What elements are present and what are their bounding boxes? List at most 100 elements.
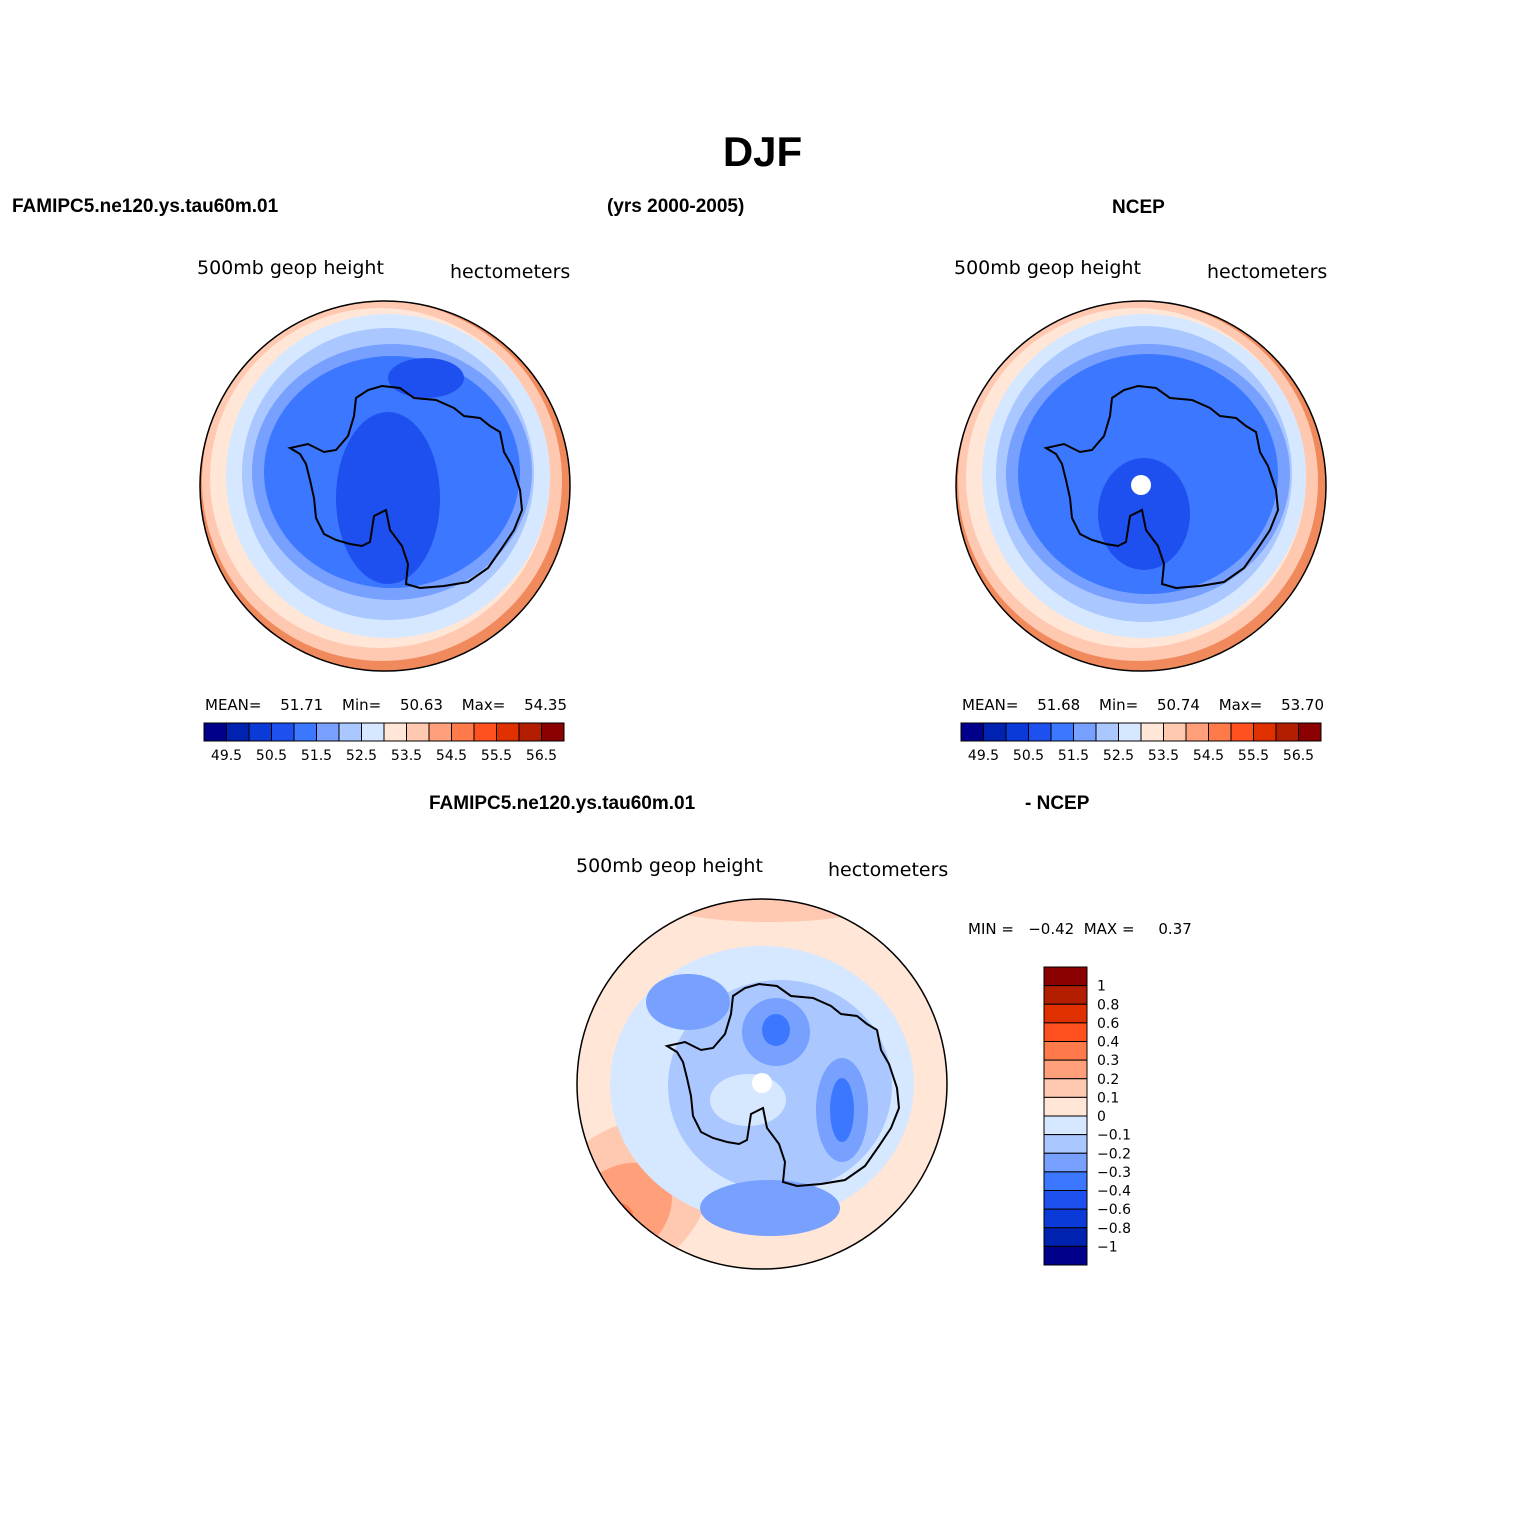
panel1-units-label: hectometers xyxy=(450,261,571,283)
panel1-min-label: Min= xyxy=(342,696,382,714)
panel2-colorbar-swatch xyxy=(960,722,984,742)
panel1-colorbar-tick-label: 51.5 xyxy=(301,748,332,764)
panel1-field-label: 500mb geop height xyxy=(197,257,384,279)
panel3-colorbar: 1 0.8 0.6 0.4 0.3 0.2 0.1 0 −0.1 −0.2 −0.3 −0.4 −0.6… xyxy=(1043,966,1131,1266)
panel1-colorbar-tick-label: 54.5 xyxy=(436,748,467,764)
panel2-colorbar-swatch xyxy=(1208,722,1232,742)
panel3-field-label: 500mb geop height xyxy=(576,855,763,877)
panel3-colorbar-swatch xyxy=(1043,1022,1088,1042)
diff-obs-name: - NCEP xyxy=(1025,793,1090,814)
panel2-colorbar-swatch xyxy=(1073,722,1097,742)
panel2-min-label: Min= xyxy=(1099,696,1139,714)
panel3-colorbar-tick-label: 0.3 xyxy=(1097,1053,1119,1069)
panel2-mean-label: MEAN= xyxy=(962,696,1019,714)
panel1-colorbar-tick-label: 49.5 xyxy=(211,748,242,764)
panel1-colorbar-swatch xyxy=(338,722,362,742)
panel2-colorbar-swatch xyxy=(1050,722,1074,742)
panel1-colorbar-swatch xyxy=(406,722,430,742)
panel2-colorbar-tick-label: 49.5 xyxy=(968,748,999,764)
panel2-field-label: 500mb geop height xyxy=(954,257,1141,279)
model-case-name: FAMIPC5.ne120.ys.tau60m.01 xyxy=(12,196,279,217)
panel2-max-value: 53.70 xyxy=(1281,696,1325,714)
panel3-colorbar-swatch xyxy=(1043,1152,1088,1173)
panel3-colorbar-tick-label: −0.8 xyxy=(1097,1221,1131,1237)
panel2-colorbar-swatch xyxy=(1028,722,1052,742)
panel1-colorbar-tick-label: 53.5 xyxy=(391,748,422,764)
panel2-colorbar-tick-label: 50.5 xyxy=(1013,748,1044,764)
panel1-mean-label: MEAN= xyxy=(205,696,262,714)
panel2-colorbar-swatch xyxy=(1185,722,1209,742)
panel3-neg-northwest xyxy=(646,974,730,1030)
panel1-colorbar-swatch xyxy=(226,722,250,742)
panel1-colorbar-tick-label: 52.5 xyxy=(346,748,377,764)
panel3-colorbar-swatch xyxy=(1043,1003,1088,1024)
panel1-colorbar-swatch xyxy=(383,722,407,742)
panel3-units-label: hectometers xyxy=(828,859,949,881)
panel3-colorbar-tick-label: 0.2 xyxy=(1097,1072,1119,1088)
panel3-colorbar-swatch xyxy=(1043,1134,1088,1154)
panel2-colorbar-tick-label: 53.5 xyxy=(1148,748,1179,764)
panel2-colorbar-swatch xyxy=(1005,722,1029,742)
panel1-colorbar-swatch xyxy=(496,722,520,742)
panel3-colorbar-tick-label: −1 xyxy=(1097,1239,1118,1255)
panel2-colorbar-tick-label: 54.5 xyxy=(1193,748,1224,764)
panel1-colorbar-tick-label: 56.5 xyxy=(526,748,557,764)
panel3-map-border xyxy=(576,898,948,1270)
panel3-colorbar-swatch xyxy=(1043,966,1088,987)
panel1-mean-value: 51.71 xyxy=(280,696,324,714)
panel2-colorbar-swatch xyxy=(1095,722,1119,742)
panel3-colorbar-tick-label: 0.8 xyxy=(1097,997,1119,1013)
panel1-stats: MEAN= 51.71 Min= 50.63 Max= 54.35 xyxy=(205,696,567,714)
panel2-colorbar-swatch xyxy=(1118,722,1142,742)
panel1-colorbar-swatch xyxy=(293,722,317,742)
panel2-mean-value: 51.68 xyxy=(1037,696,1081,714)
panel2-colorbar-swatch xyxy=(1163,722,1187,742)
panel1-low-center xyxy=(336,412,440,584)
panel3-colorbar-swatch xyxy=(1043,1059,1088,1080)
panel1-colorbar-swatch xyxy=(271,722,295,742)
panel1-min-value: 50.63 xyxy=(399,696,443,714)
panel3-colorbar-tick-label: 0.6 xyxy=(1097,1016,1119,1032)
panel1-colorbar-swatch xyxy=(473,722,497,742)
panel3-neg-south xyxy=(700,1180,840,1236)
panel2-colorbar-swatch xyxy=(1275,722,1299,742)
panel3-colorbar-swatch xyxy=(1043,1190,1088,1210)
panel3-colorbar-tick-label: 1 xyxy=(1097,979,1106,995)
years-range: (yrs 2000-2005) xyxy=(607,196,745,217)
panel1-map-border xyxy=(199,300,571,672)
panel2-map-border xyxy=(955,300,1327,672)
panel3-colorbar-swatch xyxy=(1043,1078,1088,1098)
panel1-max-label: Max= xyxy=(461,696,506,714)
diff-model-name: FAMIPC5.ne120.ys.tau60m.01 xyxy=(429,793,696,814)
panel3-colorbar-tick-label: −0.4 xyxy=(1097,1184,1131,1200)
panel1-colorbar-swatch xyxy=(248,722,272,742)
obs-dataset-name: NCEP xyxy=(1112,197,1165,218)
panel3-colorbar-swatch xyxy=(1043,1041,1088,1061)
panel3-colorbar-swatch xyxy=(1043,1245,1088,1266)
panel2-units-label: hectometers xyxy=(1207,261,1328,283)
panel3-colorbar-swatch xyxy=(1043,1115,1088,1136)
panel1-colorbar-swatch xyxy=(316,722,340,742)
panel2-colorbar-swatch xyxy=(1140,722,1164,742)
panel3-neg-center-core xyxy=(762,1014,790,1046)
panel3-colorbar-swatch xyxy=(1043,1096,1088,1117)
panel2-colorbar-tick-label: 52.5 xyxy=(1103,748,1134,764)
panel1-map xyxy=(200,301,570,671)
panel1-colorbar-swatch xyxy=(361,722,385,742)
panel1-colorbar-swatch xyxy=(451,722,475,742)
panel2-colorbar-tick-label: 56.5 xyxy=(1283,748,1314,764)
panel1-max-value: 54.35 xyxy=(524,696,568,714)
panel3-colorbar-swatch xyxy=(1043,1171,1088,1191)
panel3-colorbar-tick-label: −0.2 xyxy=(1097,1146,1131,1162)
panel3-colorbar-tick-label: −0.6 xyxy=(1097,1202,1131,1218)
panel2-colorbar-swatch xyxy=(1298,722,1322,742)
panel3-colorbar-swatch xyxy=(1043,1208,1088,1229)
panel3-neg-east-core xyxy=(830,1078,854,1142)
panel3-colorbar-tick-label: 0.1 xyxy=(1097,1090,1119,1106)
panel1-colorbar-swatch xyxy=(203,722,227,742)
panel2-max-label: Max= xyxy=(1218,696,1263,714)
panel2-low-center xyxy=(1098,458,1190,570)
panel3-colorbar-swatch xyxy=(1043,985,1088,1005)
